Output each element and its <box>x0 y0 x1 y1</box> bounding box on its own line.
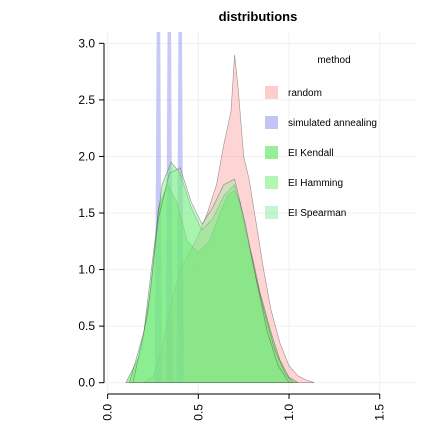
legend: method random simulated annealing EI Kendal… <box>265 55 377 219</box>
legend-swatch-1 <box>265 116 278 129</box>
legend-title: method <box>317 55 350 66</box>
x-tick-label-1: 0.5 <box>191 404 205 421</box>
series-area-3 <box>129 161 294 383</box>
legend-swatch-2 <box>265 146 278 159</box>
legend-swatch-4 <box>265 206 278 219</box>
legend-label-0: random <box>288 88 322 99</box>
x-tick-label-0: 0.0 <box>101 404 115 421</box>
y-tick-label-0: 0.0 <box>78 376 95 390</box>
y-tick-label-5: 2.5 <box>78 93 95 107</box>
series-layer <box>125 32 315 383</box>
series-area-4 <box>132 167 290 383</box>
series-area-1 <box>154 32 188 383</box>
grid <box>104 32 416 394</box>
series-area-2 <box>125 183 300 383</box>
legend-swatch-0 <box>265 86 278 99</box>
legend-label-2: EI Kendall <box>288 148 334 159</box>
y-tick-label-1: 0.5 <box>78 319 95 333</box>
axes: 0.0 0.5 1.0 1.5 2.0 2.5 3.0 0.0 0.5 1.0 1.5 <box>78 36 386 420</box>
legend-label-1: simulated annealing <box>288 118 377 129</box>
y-tick-label-4: 2.0 <box>78 149 95 163</box>
legend-label-4: EI Spearman <box>288 208 346 219</box>
chart-title: distributions <box>219 9 298 24</box>
x-tick-label-3: 1.5 <box>373 404 387 421</box>
y-tick-label-6: 3.0 <box>78 36 95 50</box>
x-tick-label-2: 1.0 <box>282 404 296 421</box>
legend-label-3: EI Hamming <box>288 178 343 189</box>
series-area-0 <box>142 54 315 383</box>
legend-swatch-3 <box>265 176 278 189</box>
y-tick-label-3: 1.5 <box>78 206 95 220</box>
y-tick-label-2: 1.0 <box>78 263 95 277</box>
